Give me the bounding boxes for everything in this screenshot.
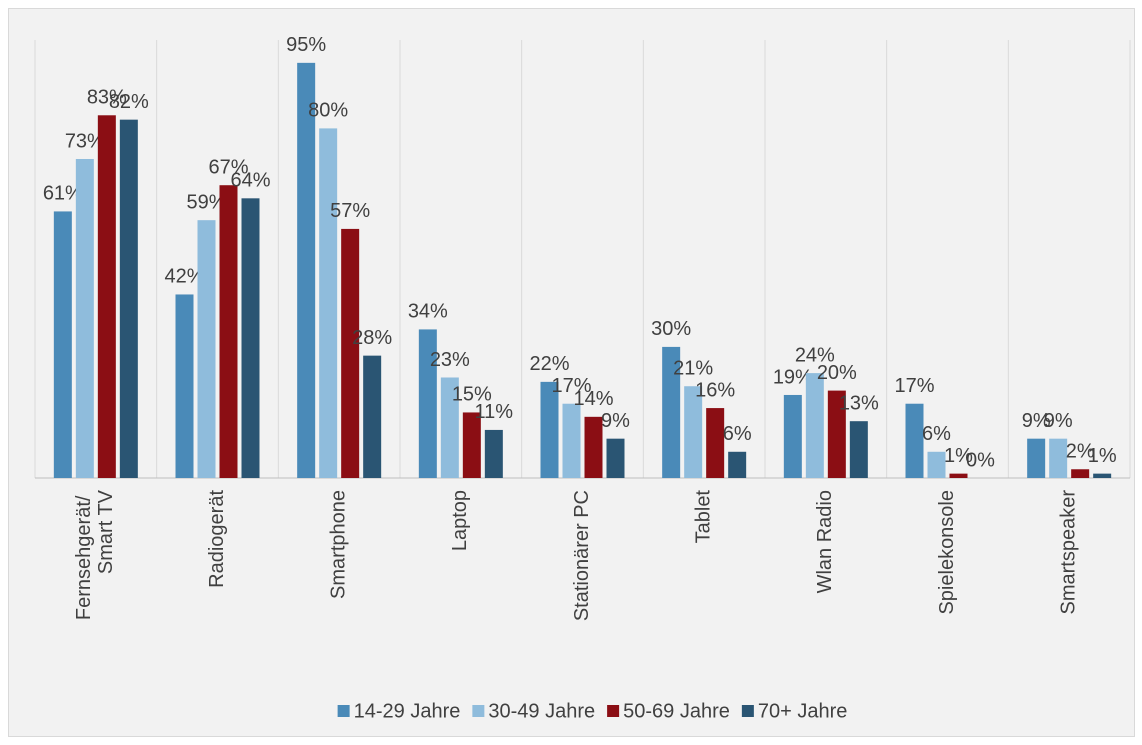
x-tick-label: Tablet: [692, 490, 714, 544]
data-label: 9%: [1044, 410, 1073, 432]
bar: [197, 220, 216, 479]
data-label: 6%: [922, 423, 951, 445]
bar: [1049, 438, 1068, 478]
legend-label: 50-69 Jahre: [623, 700, 730, 722]
bar: [584, 416, 603, 478]
bar: [297, 62, 316, 478]
legend-swatch: [472, 705, 485, 717]
x-tick-label: Wlan Radio: [814, 490, 836, 593]
data-label: 80%: [308, 100, 348, 122]
bar: [927, 451, 946, 478]
legend-swatch: [741, 705, 754, 717]
x-tick-label: Spielekonsole: [936, 490, 958, 615]
data-label: 95%: [286, 34, 326, 56]
data-label: 21%: [673, 358, 713, 380]
legend-item: 30-49 Jahre: [472, 700, 595, 722]
data-label: 15%: [452, 384, 492, 406]
bar: [706, 408, 725, 478]
bar: [319, 128, 338, 478]
data-label: 17%: [551, 375, 591, 397]
data-label: 1%: [1088, 445, 1117, 467]
legend-label: 14-29 Jahre: [354, 700, 461, 722]
chart-background: [8, 8, 1135, 737]
bar: [119, 119, 138, 478]
data-label: 28%: [352, 327, 392, 349]
bar: [440, 377, 459, 478]
data-label: 67%: [208, 156, 248, 178]
x-tick-label: Fernsehgerät/ Smart TV: [73, 489, 117, 620]
data-label: 23%: [430, 349, 470, 371]
legend-item: 14-29 Jahre: [337, 700, 461, 722]
bar: [97, 115, 116, 478]
data-label: 42%: [164, 266, 204, 288]
legend-label: 30-49 Jahre: [488, 700, 595, 722]
bar: [949, 473, 968, 478]
bar: [53, 211, 72, 478]
data-label: 9%: [601, 410, 630, 432]
data-label: 64%: [230, 170, 270, 192]
data-label: 0%: [966, 449, 995, 471]
x-tick-label: Laptop: [449, 490, 471, 551]
x-tick-label: Radiogerät: [206, 490, 228, 588]
bar: [1071, 469, 1090, 478]
bar: [484, 429, 503, 478]
data-label: 2%: [1066, 441, 1095, 463]
data-label: 6%: [723, 423, 752, 445]
data-label: 20%: [817, 362, 857, 384]
bar: [219, 185, 238, 478]
x-tick-label: Smartphone: [327, 490, 349, 599]
legend-item: 50-69 Jahre: [607, 700, 730, 722]
bar: [462, 412, 481, 478]
bar: [241, 198, 260, 478]
bar: [728, 451, 747, 478]
data-label: 16%: [695, 379, 735, 401]
x-tick-label: Stationärer PC: [571, 490, 593, 621]
bar: [905, 403, 924, 478]
data-label: 83%: [87, 87, 127, 109]
bar: [805, 373, 824, 478]
bar: [662, 346, 681, 478]
data-label: 59%: [186, 191, 226, 213]
bar: [1027, 438, 1046, 478]
x-tick-label: Smartspeaker: [1057, 490, 1079, 615]
bar: [540, 381, 559, 478]
data-label: 1%: [944, 445, 973, 467]
bar: [684, 386, 703, 478]
data-label: 14%: [573, 388, 613, 410]
bar: [849, 421, 868, 478]
data-label: 82%: [109, 91, 149, 113]
bar: [606, 438, 625, 478]
data-label: 30%: [651, 318, 691, 340]
data-label: 13%: [839, 392, 879, 414]
legend-swatch: [337, 705, 350, 717]
bar: [827, 390, 846, 478]
bar: [1093, 473, 1112, 478]
data-label: 22%: [529, 353, 569, 375]
data-label: 9%: [1022, 410, 1051, 432]
data-label: 61%: [43, 183, 83, 205]
bar: [341, 228, 360, 478]
data-label: 57%: [330, 200, 370, 222]
bar: [562, 403, 581, 478]
legend-swatch: [607, 705, 620, 717]
bar: [783, 394, 802, 478]
data-label: 19%: [773, 366, 813, 388]
data-label: 24%: [795, 344, 835, 366]
legend-item: 70+ Jahre: [741, 700, 848, 722]
data-label: 11%: [475, 401, 514, 423]
data-label: 17%: [894, 375, 934, 397]
legend-label: 70+ Jahre: [758, 700, 848, 722]
bar: [418, 329, 437, 478]
data-label: 73%: [65, 130, 105, 152]
data-label: 34%: [408, 301, 448, 323]
bar: [175, 294, 194, 478]
bar: [75, 158, 94, 479]
bar: [363, 355, 382, 478]
